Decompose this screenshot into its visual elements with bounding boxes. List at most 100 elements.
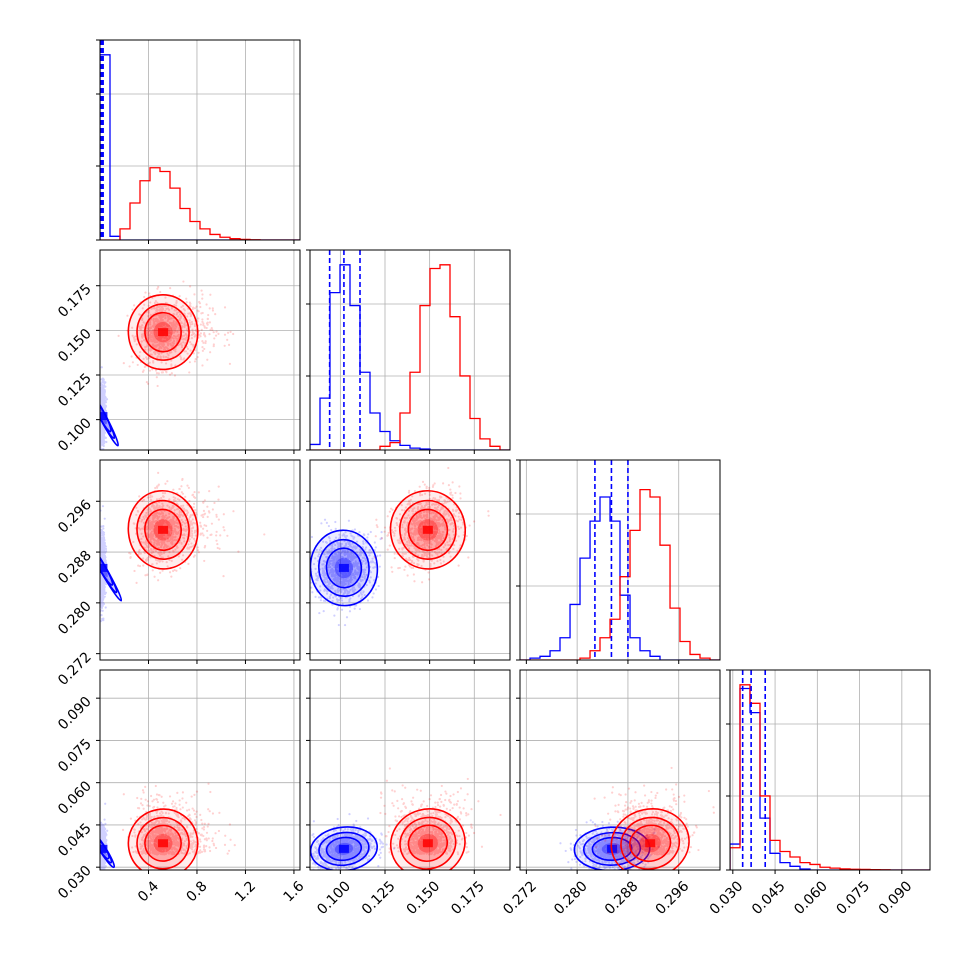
scatter-point — [412, 520, 416, 523]
scatter-point — [354, 569, 357, 572]
scatter-point — [104, 551, 107, 554]
scatter-point — [351, 564, 354, 567]
scatter-point — [430, 559, 433, 562]
scatter-point — [185, 509, 189, 512]
scatter-point — [362, 570, 365, 573]
scatter-point — [143, 517, 146, 520]
scatter-point — [101, 399, 104, 402]
scatter-point — [314, 557, 317, 560]
scatter-point — [161, 517, 164, 520]
scatter-point — [323, 576, 326, 579]
scatter-point — [347, 580, 350, 583]
scatter-point — [195, 305, 198, 308]
scatter-point — [383, 530, 386, 533]
scatter-point — [379, 537, 382, 541]
scatter-point — [319, 585, 322, 588]
scatter-point — [442, 560, 445, 563]
scatter-point — [102, 597, 105, 600]
scatter-point — [102, 579, 105, 582]
scatter-point — [162, 320, 165, 324]
scatter-point — [322, 599, 325, 602]
scatter-point — [102, 404, 105, 408]
scatter-point — [185, 509, 188, 512]
scatter-point — [163, 537, 166, 540]
scatter-point — [100, 387, 103, 390]
scatter-point — [100, 540, 103, 543]
scatter-point — [171, 331, 174, 335]
scatter-point — [347, 571, 350, 575]
scatter-point — [180, 321, 183, 324]
scatter-point — [102, 431, 105, 435]
scatter-point — [391, 508, 394, 511]
scatter-point — [101, 443, 105, 446]
scatter-point — [201, 513, 204, 516]
scatter-point — [159, 321, 162, 325]
scatter-point — [441, 524, 445, 527]
scatter-point — [102, 401, 106, 404]
scatter-point — [101, 619, 104, 622]
y-tick-label: 0.125 — [55, 371, 95, 411]
scatter-point — [157, 506, 161, 509]
scatter-point — [102, 578, 105, 581]
scatter-point — [164, 336, 167, 339]
scatter-panel-3-2 — [306, 459, 511, 664]
scatter-point — [156, 339, 159, 342]
scatter-point — [103, 393, 106, 397]
scatter-point — [388, 544, 391, 547]
scatter-point — [102, 427, 106, 431]
scatter-point — [334, 527, 337, 531]
scatter-point — [140, 541, 143, 544]
scatter-point — [358, 594, 361, 597]
scatter-point — [311, 591, 314, 594]
scatter-point — [417, 516, 420, 519]
scatter-point — [160, 542, 164, 545]
scatter-point — [201, 311, 204, 315]
scatter-point — [103, 555, 106, 559]
scatter-point — [359, 548, 362, 551]
scatter-point — [187, 562, 190, 565]
scatter-point — [344, 572, 347, 575]
scatter-point — [103, 407, 106, 410]
scatter-point — [101, 402, 104, 405]
scatter-point — [104, 405, 107, 408]
scatter-point — [333, 547, 336, 550]
scatter-point — [326, 550, 329, 553]
scatter-point — [155, 372, 159, 375]
scatter-point — [164, 362, 168, 365]
scatter-point — [155, 344, 158, 347]
panel-frame — [99, 459, 301, 661]
scatter-point — [347, 574, 350, 577]
scatter-point — [104, 421, 107, 425]
scatter-point — [103, 393, 106, 396]
scatter-point — [156, 356, 159, 359]
scatter-point — [168, 520, 171, 524]
scatter-point — [157, 539, 160, 542]
scatter-point — [169, 525, 172, 529]
scatter-point — [306, 560, 308, 562]
scatter-point — [190, 522, 193, 525]
scatter-point — [103, 385, 106, 388]
scatter-point — [103, 400, 106, 403]
scatter-point — [102, 378, 105, 382]
scatter-point — [427, 535, 430, 539]
scatter-point — [329, 582, 332, 585]
scatter-point — [367, 533, 370, 536]
scatter-point — [363, 571, 366, 574]
scatter-point — [149, 523, 153, 526]
scatter-point — [408, 499, 411, 503]
scatter-point — [142, 334, 145, 337]
scatter-point — [101, 576, 104, 579]
scatter-point — [102, 591, 106, 594]
scatter-point — [363, 556, 366, 560]
scatter-point — [146, 545, 149, 549]
scatter-point — [428, 536, 431, 539]
scatter-point — [425, 510, 428, 514]
scatter-point — [423, 492, 427, 495]
scatter-point — [322, 574, 325, 577]
scatter-point — [100, 540, 103, 544]
scatter-point — [186, 547, 189, 550]
scatter-point — [100, 552, 103, 555]
scatter-point — [155, 341, 159, 344]
scatter-point — [176, 532, 179, 535]
scatter-point — [325, 541, 328, 544]
